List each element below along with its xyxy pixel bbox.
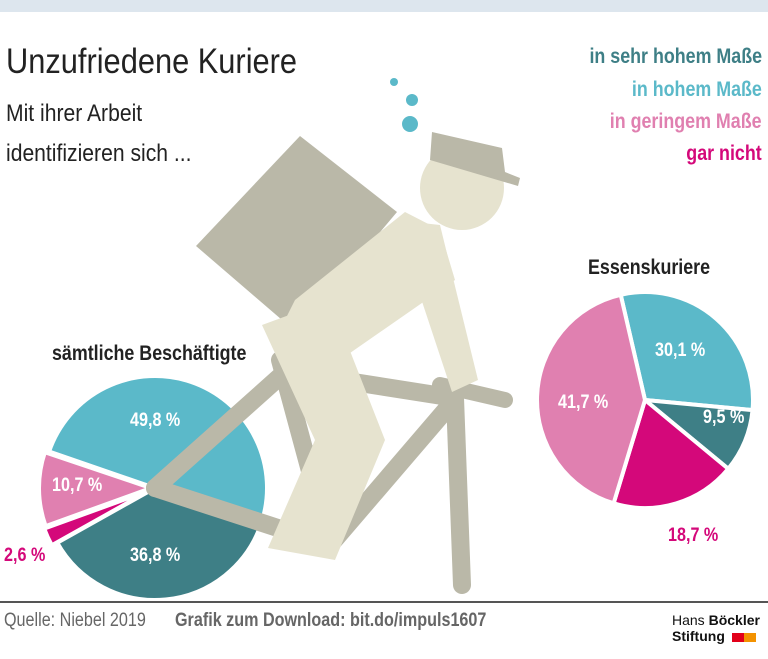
pie-slice-4	[41, 488, 151, 548]
pie-slice-1	[54, 485, 264, 602]
pie-slice-3	[37, 449, 158, 529]
legend-item: in hohem Maße	[632, 78, 762, 101]
legend-item: gar nicht	[686, 142, 762, 165]
logo-red-square	[731, 632, 744, 642]
page-title: Unzufriedene Kuriere	[6, 42, 298, 81]
hans-boeckler-logo: Hans Böckler Stiftung	[672, 612, 760, 644]
subtitle-line1: Mit ihrer Arbeit	[6, 100, 143, 127]
bike-fork	[446, 389, 471, 594]
download-link[interactable]: Grafik zum Download: bit.do/impuls1607	[175, 610, 487, 631]
pie1-label: 49,8 %	[130, 410, 181, 431]
pie2-label: 30,1 %	[655, 340, 706, 361]
pie-slice-2	[618, 290, 755, 413]
footer-divider	[0, 601, 768, 603]
pie1-title: sämtliche Beschäftigte	[52, 342, 247, 365]
leg	[262, 300, 385, 560]
logo-text: Böckler	[708, 612, 760, 628]
logo-orange-square	[743, 632, 756, 642]
pie-essenskuriere	[535, 290, 755, 510]
pie1-label: 36,8 %	[130, 545, 181, 566]
sweat-drop	[402, 116, 418, 132]
delivery-box	[196, 136, 397, 332]
cap	[430, 132, 520, 186]
subtitle-line2: identifizieren sich ...	[6, 140, 192, 167]
pie2-label: 41,7 %	[558, 392, 609, 413]
pie2-label: 9,5 %	[703, 407, 745, 428]
cyclist-illustration	[146, 78, 520, 594]
legend-item: in geringem Maße	[610, 110, 762, 133]
logo-text: Stiftung	[672, 628, 725, 644]
sweat-drop	[406, 94, 418, 106]
sweat-drop	[390, 78, 398, 86]
pie2-title: Essenskuriere	[588, 256, 711, 279]
legend-item: in sehr hohem Maße	[589, 45, 762, 68]
pie-slice-2	[46, 373, 270, 526]
pie-slice-4	[611, 396, 732, 510]
arm	[395, 220, 478, 392]
pie2-label: 18,7 %	[668, 525, 719, 546]
logo-text: Hans	[672, 612, 709, 628]
pie1-label: 10,7 %	[52, 475, 103, 496]
pie1-label: 2,6 %	[4, 545, 46, 566]
top-band	[0, 0, 768, 12]
pie-slice-3	[535, 292, 648, 506]
bike-seatstay	[146, 363, 294, 497]
pie-saemtliche-beschaeftigte	[37, 373, 270, 602]
source-text: Quelle: Niebel 2019	[4, 610, 146, 631]
